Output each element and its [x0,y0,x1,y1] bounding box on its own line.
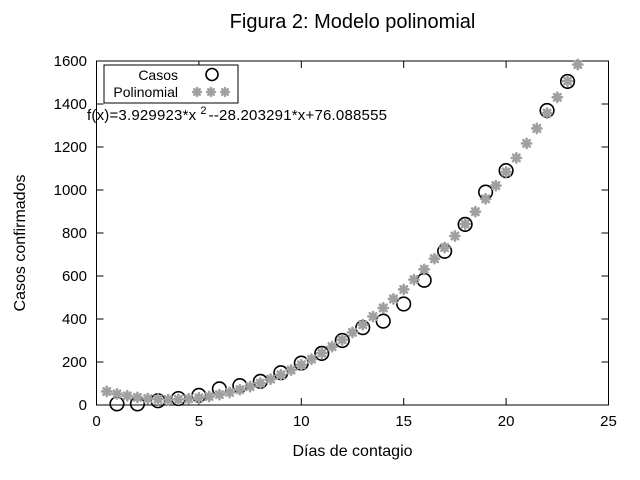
y-tick-label: 0 [79,397,87,414]
polinomial-data-point [132,392,143,402]
x-tick-label: 20 [498,413,515,430]
y-tick-label: 1000 [54,182,87,199]
polinomial-data-point [399,284,409,295]
legend-item-polinomial: Polinomial [113,84,178,100]
polinomial-data-point [388,294,399,304]
polinomial-data-point [266,374,276,384]
polinomial-data-point [419,264,429,274]
fit-equation-exponent: 2 [200,105,207,117]
polinomial-data-point [511,153,521,163]
legend-polinomial-marker [220,87,230,97]
polinomial-data-point [460,219,470,229]
x-tick-label: 10 [293,413,310,430]
casos-data-point [314,345,330,362]
polinomial-data-point [255,378,265,388]
polinomial-data-point [184,394,194,404]
casos-data-point [559,73,576,90]
y-tick-label: 200 [62,354,87,371]
polinomial-data-point [481,194,491,204]
polinomial-data-point [552,92,562,102]
polinomial-data-point [235,385,245,395]
fit-equation: f(x)=3.929923*x 2 --28.203291*x+76.088555 [87,105,387,124]
polinomial-data-point [450,231,460,241]
polinomial-data-point [317,348,327,358]
polinomial-data-point [573,59,583,70]
legend-casos-marker [205,67,219,82]
casos-data-point [396,296,412,312]
polinomial-data-point [214,390,224,400]
x-tick-label: 5 [195,413,203,430]
legend-box [103,64,239,104]
x-tick-label: 0 [92,413,100,430]
x-tick-label: 25 [600,413,617,430]
polinomial-data-point [306,354,317,364]
polinomial-data-point [276,370,286,380]
x-tick-label: 15 [395,413,412,430]
legend-polinomial-marker [192,87,202,97]
polinomial-data-point [470,207,480,217]
polinomial-data-point [378,303,388,313]
polinomial-data-point [143,393,153,404]
fit-equation-suffix: --28.203291*x+76.088555 [208,107,388,124]
fit-equation-prefix: f(x)=3.929923*x [87,107,197,124]
polinomial-data-point [296,360,306,370]
casos-data-point [334,332,350,349]
y-tick-label: 800 [62,225,87,242]
polinomial-data-point [347,327,358,337]
legend-polinomial-marker [206,87,216,97]
y-axis-label: Casos confirmados [12,174,29,312]
x-axis-label: Días de contagio [292,443,413,460]
polinomial-data-point [286,365,296,375]
polinomial-data-point [122,391,132,401]
polinomial-data-point [225,387,235,397]
polinomial-data-point [327,342,337,352]
y-tick-label: 1200 [54,139,87,156]
polinomial-data-point [542,108,552,118]
polinomial-data-point [112,389,122,399]
polinomial-data-point [409,275,419,285]
casos-data-point [457,216,473,232]
polinomial-data-point [173,394,183,404]
polinomial-data-point [337,335,347,345]
y-tick-label: 600 [62,268,87,285]
y-tick-label: 1400 [54,96,87,113]
y-tick-label: 1600 [54,53,87,70]
polinomial-data-point [562,76,573,86]
chart-title: Figura 2: Modelo polinomial [229,11,476,33]
casos-data-point [375,313,391,329]
legend-item-casos: Casos [138,67,178,83]
polinomial-data-point [153,394,163,404]
polinomial-data-point [532,123,542,133]
polinomial-data-point [194,393,204,403]
polinomial-data-point [102,386,112,397]
y-tick-label: 400 [62,311,87,328]
polinomial-data-point [501,167,511,177]
polinomial-data-point [163,394,173,405]
polinomial-data-point [429,254,439,264]
polinomial-data-point [440,242,450,253]
polinomial-data-point [358,320,368,330]
polinomial-data-point [491,181,501,191]
polinomial-data-point [368,311,378,322]
polinomial-data-point [204,391,214,401]
polinomial-data-point [522,138,532,148]
polinomial-data-point [245,382,255,392]
